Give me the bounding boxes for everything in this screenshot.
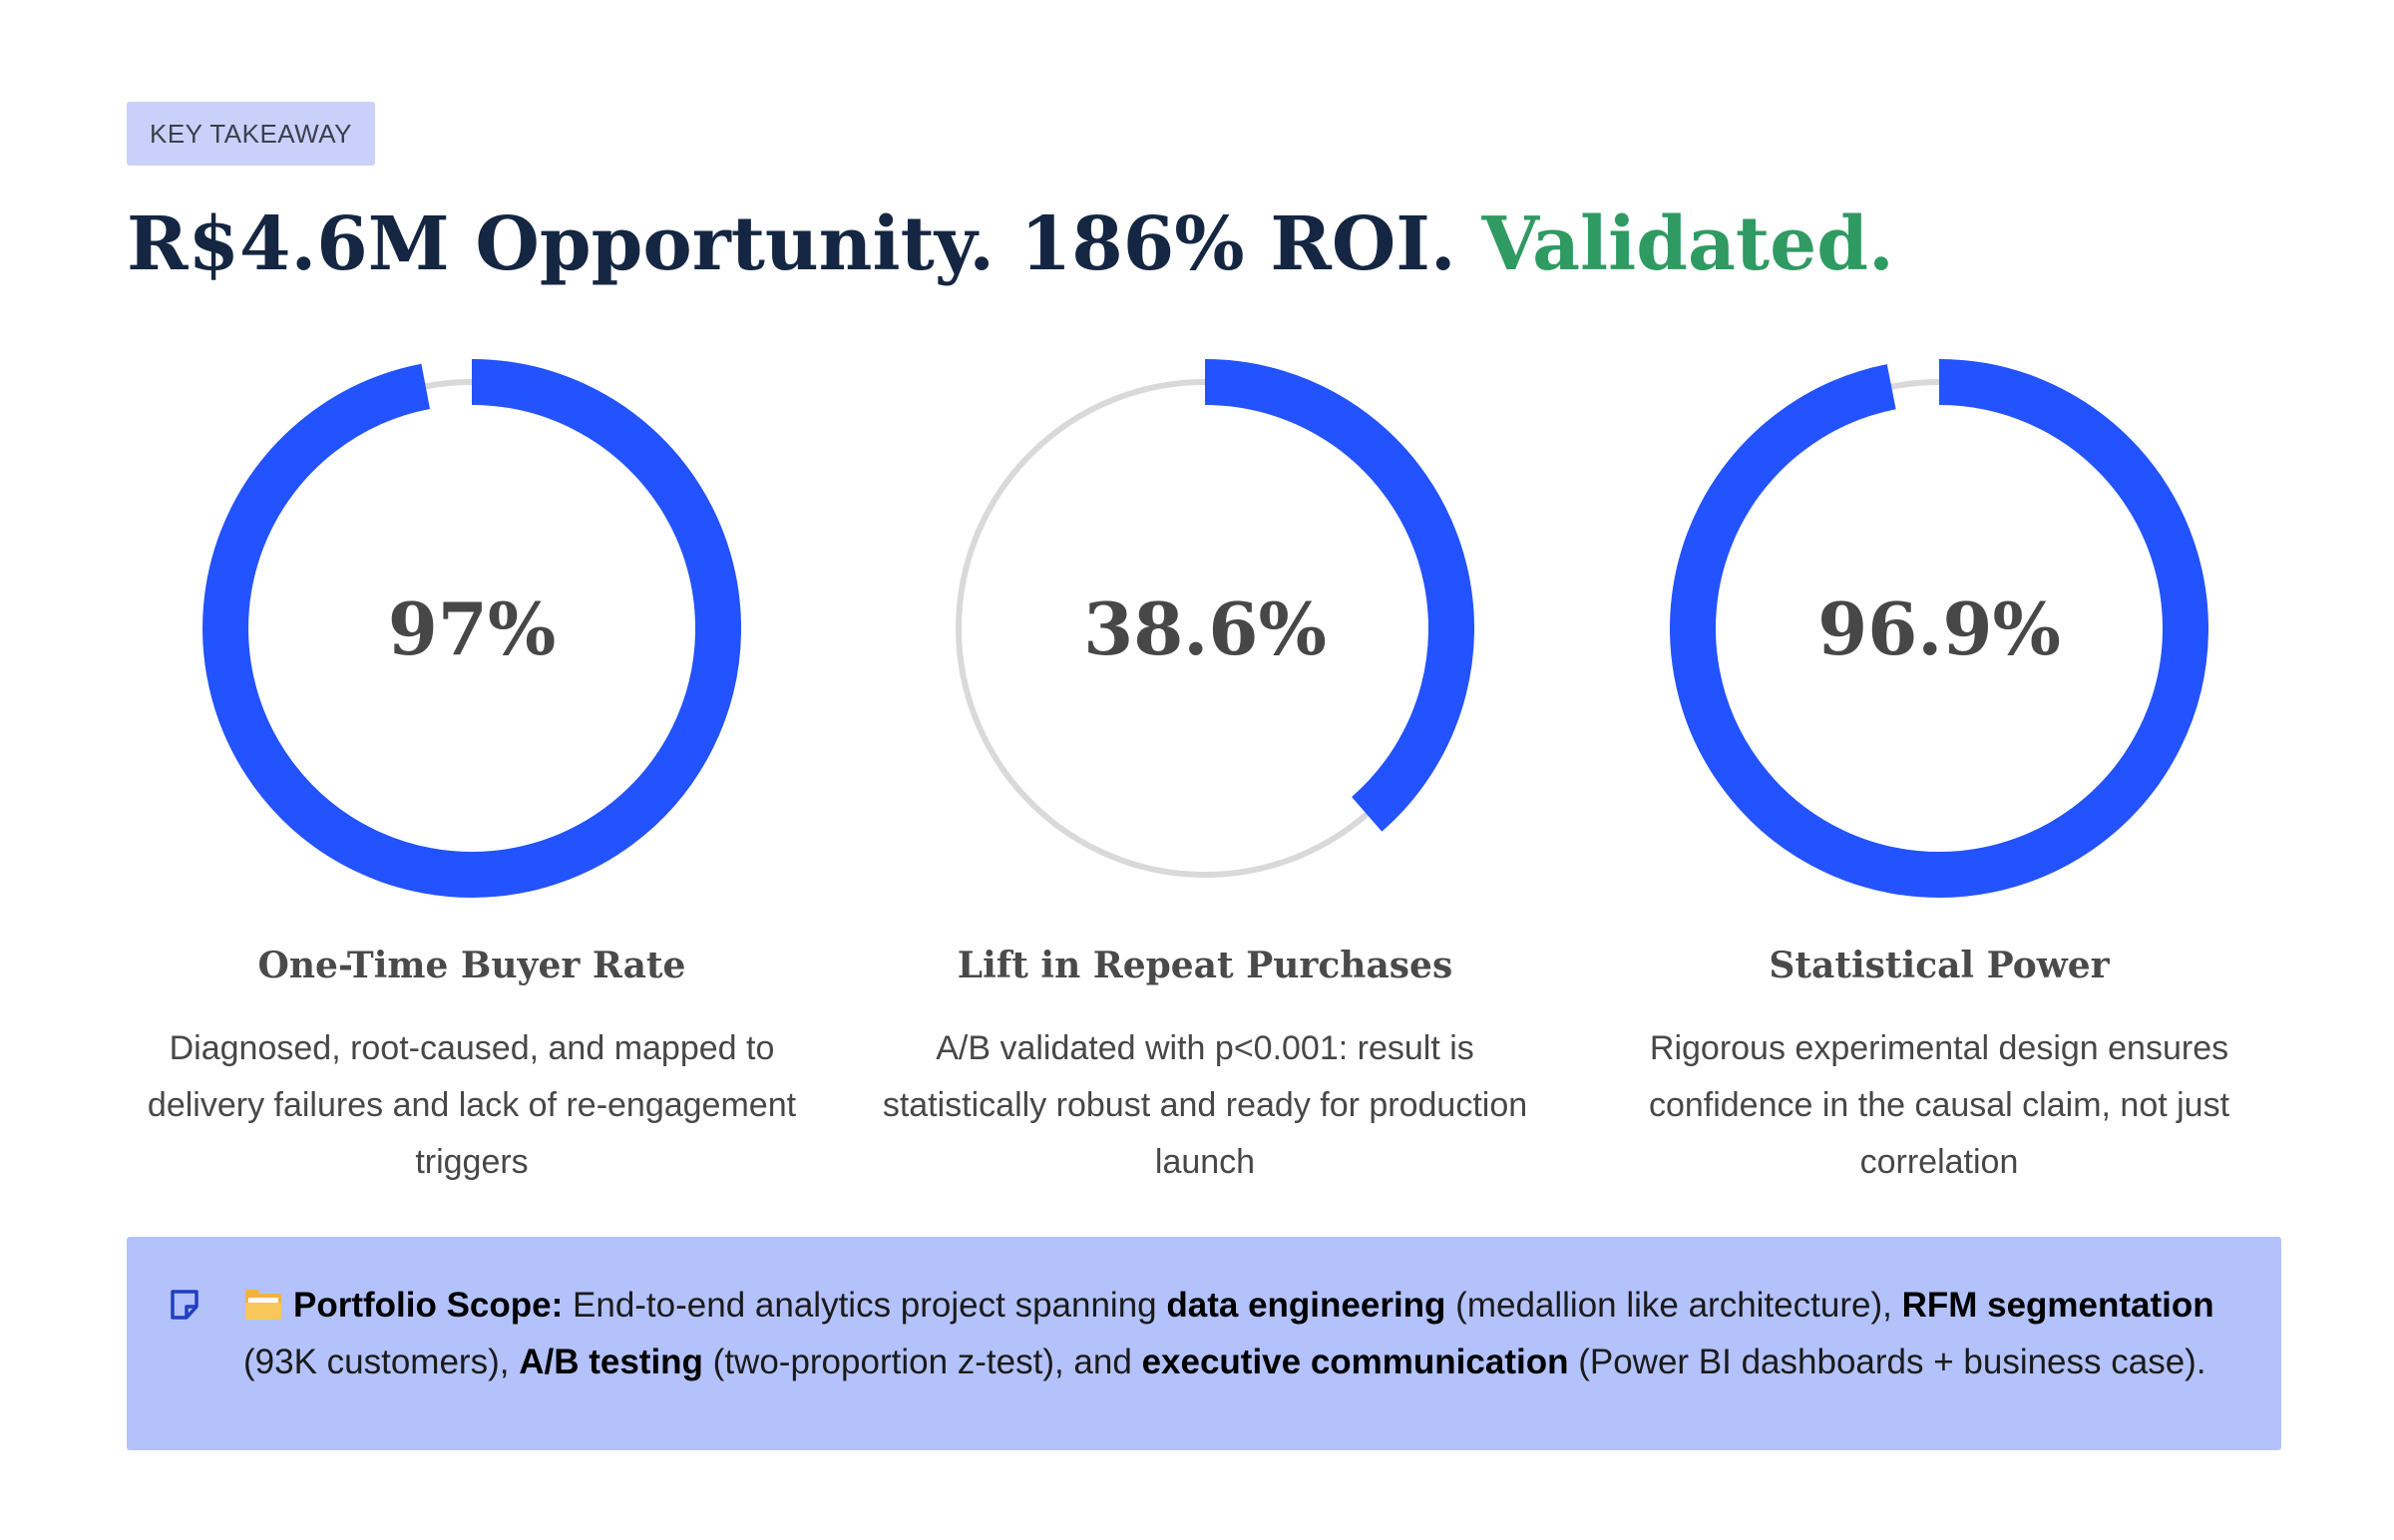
metric-description: A/B validated with p<0.001: result is st… (882, 1029, 1528, 1181)
metric-value: 96.9% (1817, 585, 2061, 671)
progress-ring-graphic (202, 359, 741, 898)
metric-description: Diagnosed, root-caused, and mapped to de… (147, 1029, 797, 1181)
scope-text-3: (93K customers), (243, 1343, 520, 1381)
scope-bold-rfm-segmentation: RFM segmentation (1901, 1286, 2214, 1325)
scope-label: Portfolio Scope: (293, 1286, 564, 1325)
metric-value: 38.6% (1083, 585, 1327, 671)
key-takeaway-badge: KEY TAKEAWAY (127, 102, 375, 166)
headline-main: R$4.6M Opportunity. 186% ROI. (127, 201, 1456, 287)
metric-card-statistical-power: 96.9% Statistical Power Rigorous experim… (1570, 344, 2308, 1202)
metric-card-lift-in-repeat-purchases: 38.6% Lift in Repeat Purchases A/B valid… (836, 344, 1574, 1202)
metric-card-one-time-buyer-rate: 97% One-Time Buyer Rate Diagnosed, root-… (103, 344, 841, 1202)
metric-description: Rigorous experimental design ensures con… (1648, 1029, 2230, 1181)
portfolio-scope-text: Portfolio Scope: End-to-end analytics pr… (243, 1277, 2248, 1390)
scope-text-4: (two-proportion z-test), and (702, 1343, 1142, 1381)
page-title: R$4.6M Opportunity. 186% ROI. Validated. (127, 190, 1894, 299)
headline-accent: Validated. (1481, 201, 1894, 287)
scope-bold-data-engineering: data engineering (1166, 1286, 1446, 1325)
metric-title: Lift in Repeat Purchases (957, 945, 1453, 986)
scope-text-2: (medallion like architecture), (1445, 1286, 1902, 1325)
scope-bold-executive-communication: executive communication (1141, 1343, 1569, 1381)
scope-bold-ab-testing: A/B testing (519, 1343, 703, 1381)
card-index-dividers-icon (245, 1290, 281, 1320)
ring-arc (1204, 359, 1474, 832)
progress-ring-graphic (956, 359, 1474, 878)
ring-arc (202, 359, 741, 898)
progress-ring: 96.9% (1670, 344, 2208, 903)
metric-value: 97% (387, 585, 557, 671)
portfolio-scope-callout: Portfolio Scope: End-to-end analytics pr… (127, 1237, 2281, 1450)
badge-label: KEY TAKEAWAY (150, 118, 352, 149)
progress-ring: 38.6% (936, 344, 1474, 903)
progress-ring-graphic (1670, 359, 2208, 898)
progress-ring: 97% (202, 344, 741, 903)
sticky-note-icon (171, 1290, 199, 1320)
ring-arc (1670, 359, 2208, 898)
scope-text-5: (Power BI dashboards + business case). (1568, 1343, 2206, 1381)
scope-text-1: End-to-end analytics project spanning (563, 1286, 1167, 1325)
metric-title: Statistical Power (1769, 945, 2110, 986)
metric-title: One-Time Buyer Rate (257, 945, 686, 986)
